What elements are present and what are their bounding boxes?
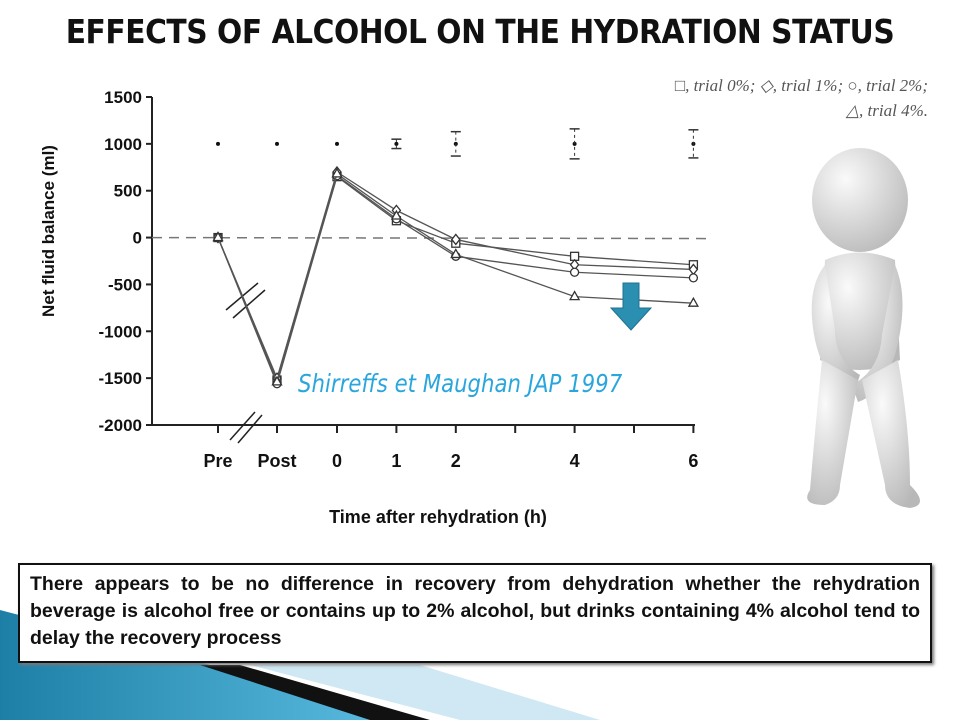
y-tick-label: -1500 [99, 369, 142, 388]
person-left-leg [807, 360, 858, 505]
axis-break-mark [237, 414, 263, 444]
triangle-marker [568, 290, 581, 301]
circle-marker [569, 267, 580, 277]
series-line-square [217, 175, 694, 382]
circle-marker [688, 273, 699, 283]
y-tick-label: -1000 [99, 322, 142, 341]
legend-line-1: □, trial 0%; ◇, trial 1%; ○, trial 2%; [674, 76, 928, 95]
light-stripe [250, 665, 600, 720]
mean-marker [216, 141, 220, 146]
black-stripe [200, 665, 430, 720]
person-head [812, 148, 908, 252]
y-tick-label: -2000 [99, 416, 142, 435]
line-break-mark [232, 289, 266, 319]
person-right-leg [862, 360, 920, 508]
slide-title: EFFECTS OF ALCOHOL ON THE HYDRATION STAT… [65, 12, 895, 51]
person-right-arm [852, 265, 903, 402]
summary-text-box: There appears to be no difference in rec… [18, 563, 932, 663]
axis-break-mark [229, 411, 256, 441]
x-axis-label: Time after rehydration (h) [329, 507, 547, 527]
person-figure-illustration [807, 148, 920, 508]
mean-marker [275, 141, 279, 146]
mean-marker [394, 141, 399, 146]
down-arrow-icon [609, 282, 653, 331]
x-tick-label: 4 [570, 451, 580, 471]
diamond-marker [450, 233, 461, 246]
x-tick-label: 6 [688, 451, 698, 471]
y-axis-label: Net fluid balance (ml) [39, 145, 58, 317]
triangle-marker [212, 231, 224, 242]
x-tick-label: 1 [391, 451, 401, 471]
triangle-marker [450, 248, 462, 259]
triangle-marker [271, 375, 283, 386]
y-tick-label: 1500 [104, 88, 142, 107]
person-left-arm [811, 265, 860, 390]
y-tick-label: 500 [114, 182, 142, 201]
y-tick-label: -500 [108, 275, 142, 294]
y-tick-label: 0 [133, 229, 142, 248]
x-tick-label: Post [257, 451, 296, 471]
mean-marker [335, 141, 339, 146]
series-line-triangle [217, 172, 694, 384]
legend-line-2: △, trial 4%. [845, 101, 928, 120]
triangle-marker [331, 167, 343, 178]
series-line-circle [217, 174, 694, 386]
x-tick-label: 0 [332, 451, 342, 471]
x-tick-label: Pre [203, 451, 232, 471]
x-tick-label: 2 [451, 451, 461, 471]
person-torso [820, 252, 900, 370]
triangle-marker [390, 209, 403, 220]
citation: Shirreffs et Maughan JAP 1997 [298, 369, 623, 398]
triangle-marker [687, 296, 700, 307]
y-tick-label: 1000 [104, 135, 142, 154]
